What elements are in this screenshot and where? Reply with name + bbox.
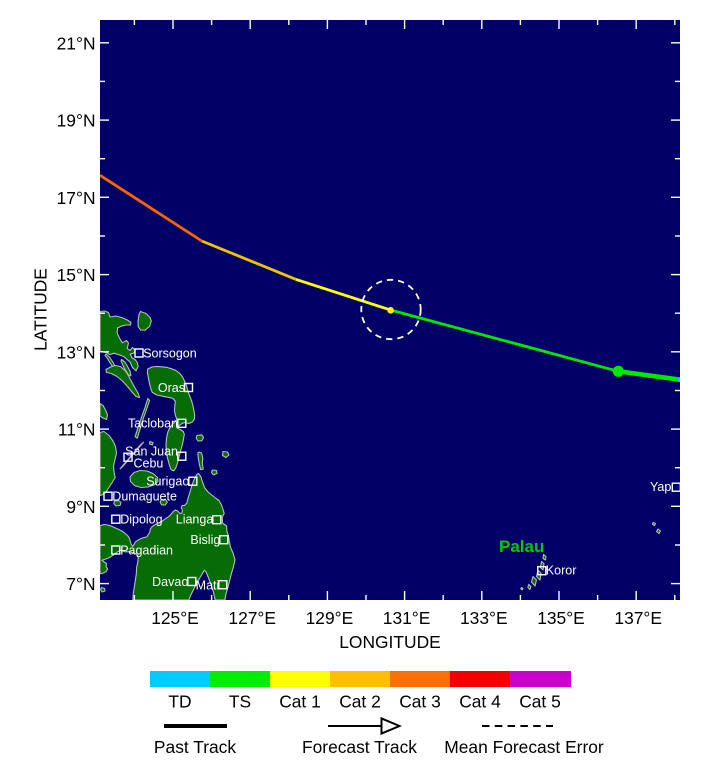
- svg-text:Surigao: Surigao: [146, 475, 189, 489]
- svg-text:Palau: Palau: [499, 537, 544, 556]
- svg-text:125°E: 125°E: [151, 608, 199, 628]
- svg-text:Tacloban: Tacloban: [128, 417, 178, 431]
- svg-text:Yap: Yap: [650, 480, 671, 494]
- svg-text:Bislig: Bislig: [190, 533, 220, 547]
- svg-text:137°E: 137°E: [614, 608, 662, 628]
- svg-text:Cat 3: Cat 3: [399, 692, 441, 712]
- svg-text:135°E: 135°E: [537, 608, 585, 628]
- svg-text:Cat 1: Cat 1: [279, 692, 321, 712]
- svg-text:Cat 5: Cat 5: [519, 692, 561, 712]
- svg-text:San Juan: San Juan: [125, 445, 178, 459]
- svg-text:133°E: 133°E: [460, 608, 508, 628]
- svg-text:Dumaguete: Dumaguete: [112, 490, 177, 504]
- svg-text:LATITUDE: LATITUDE: [31, 268, 51, 351]
- svg-text:Mean Forecast Error: Mean Forecast Error: [444, 737, 604, 757]
- svg-text:Cat 2: Cat 2: [339, 692, 381, 712]
- svg-text:129°E: 129°E: [306, 608, 354, 628]
- svg-text:21°N: 21°N: [57, 33, 96, 53]
- svg-text:TD: TD: [168, 692, 191, 712]
- svg-text:Cebu: Cebu: [134, 457, 164, 471]
- svg-text:Koror: Koror: [546, 564, 577, 578]
- svg-text:Davao: Davao: [152, 575, 188, 589]
- svg-text:Past Track: Past Track: [154, 737, 236, 757]
- svg-text:127°E: 127°E: [228, 608, 276, 628]
- svg-text:Lianga: Lianga: [176, 513, 214, 527]
- svg-text:17°N: 17°N: [57, 188, 96, 208]
- svg-text:Dipolog: Dipolog: [120, 513, 162, 527]
- svg-text:Sorsogon: Sorsogon: [143, 347, 197, 361]
- svg-text:Pagadian: Pagadian: [120, 544, 173, 558]
- svg-text:13°N: 13°N: [57, 342, 96, 362]
- svg-text:11°N: 11°N: [58, 420, 96, 440]
- svg-text:Forecast Track: Forecast Track: [302, 737, 417, 757]
- svg-text:LONGITUDE: LONGITUDE: [339, 632, 440, 652]
- svg-text:Oras: Oras: [158, 381, 185, 395]
- svg-text:19°N: 19°N: [57, 111, 96, 131]
- svg-text:15°N: 15°N: [57, 265, 96, 285]
- svg-text:Cat 4: Cat 4: [459, 692, 501, 712]
- svg-text:TS: TS: [229, 692, 251, 712]
- svg-text:9°N: 9°N: [66, 497, 95, 517]
- svg-text:131°E: 131°E: [383, 608, 431, 628]
- svg-text:7°N: 7°N: [66, 574, 95, 594]
- svg-text:Mati: Mati: [196, 579, 220, 593]
